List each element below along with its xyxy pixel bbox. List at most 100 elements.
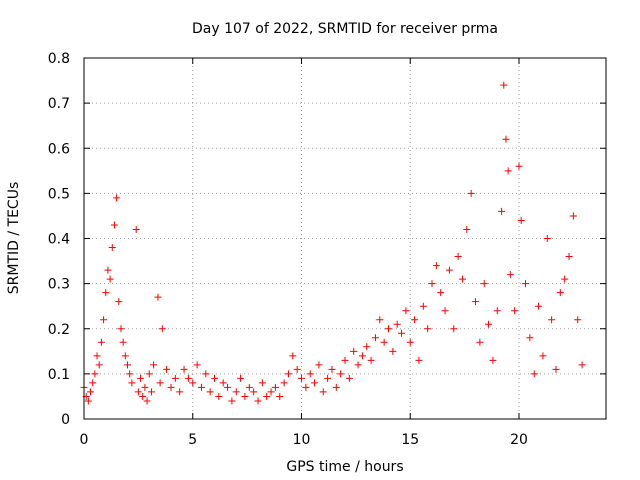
data-point [224, 383, 232, 391]
data-point [110, 221, 118, 229]
data-point [548, 316, 556, 324]
data-point [93, 352, 101, 360]
data-point [102, 289, 110, 297]
data-point [298, 374, 305, 382]
data-point [121, 352, 129, 360]
data-point [385, 325, 392, 333]
y-tick-label: 0.5 [48, 186, 70, 202]
data-point [472, 298, 479, 306]
data-point [289, 352, 297, 360]
data-point [502, 135, 510, 143]
data-points [80, 81, 586, 405]
data-point [276, 392, 284, 400]
data-point [219, 379, 227, 387]
data-point [189, 379, 197, 387]
data-point [522, 280, 530, 288]
data-point [215, 392, 223, 400]
data-point [428, 280, 436, 288]
data-point [398, 329, 406, 337]
data-point [95, 361, 103, 369]
data-point [267, 388, 275, 396]
x-tick-label: 0 [80, 432, 89, 448]
data-point [489, 356, 497, 364]
data-point [411, 316, 419, 324]
data-point [202, 370, 210, 378]
data-point [463, 225, 471, 233]
data-point [535, 302, 543, 310]
data-point [89, 379, 97, 387]
data-point [454, 253, 462, 261]
data-point [376, 316, 384, 324]
data-point [163, 365, 171, 373]
data-point [480, 280, 488, 288]
data-point [345, 374, 353, 382]
data-point [143, 397, 151, 405]
data-point [228, 397, 236, 405]
data-point [132, 225, 140, 233]
data-point [354, 361, 362, 369]
y-tick-label: 0 [61, 412, 70, 428]
data-point [302, 383, 310, 391]
data-point [263, 392, 271, 400]
data-point [126, 370, 134, 378]
data-point [432, 262, 440, 270]
data-point [147, 388, 155, 396]
data-point [445, 266, 453, 274]
data-point [232, 388, 240, 396]
data-point [141, 383, 149, 391]
x-tick-label: 20 [510, 432, 528, 448]
data-point [139, 392, 147, 400]
data-point [100, 316, 108, 324]
x-tick-label: 5 [188, 432, 197, 448]
data-point [530, 370, 538, 378]
data-point [113, 194, 121, 202]
data-point [500, 81, 508, 89]
y-tick-label: 0.8 [48, 51, 70, 67]
data-point [552, 365, 560, 373]
data-point [406, 338, 414, 346]
y-tick-label: 0.4 [48, 232, 70, 248]
data-point [363, 343, 371, 351]
data-point [258, 379, 266, 387]
data-point [119, 338, 127, 346]
data-point [106, 275, 114, 283]
grid-lines [84, 58, 606, 419]
data-point [108, 244, 116, 252]
data-point [134, 388, 142, 396]
y-axis-label: SRMTID / TECUs [6, 182, 22, 295]
data-point [565, 253, 573, 261]
data-point [419, 302, 427, 310]
data-point [180, 365, 188, 373]
data-point [154, 293, 162, 301]
data-point [424, 325, 432, 333]
data-point [578, 361, 586, 369]
x-axis-label: GPS time / hours [286, 459, 403, 475]
data-point [569, 212, 577, 220]
data-point [306, 370, 314, 378]
data-point [184, 374, 192, 382]
data-point [176, 388, 184, 396]
data-point [197, 383, 205, 391]
data-point [324, 374, 332, 382]
data-point [393, 320, 401, 328]
data-point [137, 374, 145, 382]
data-point [167, 383, 175, 391]
data-point [450, 325, 458, 333]
data-point [171, 374, 179, 382]
data-point [315, 361, 323, 369]
data-point [271, 383, 279, 391]
y-tick-labels: 0 0.1 0.2 0.3 0.4 0.5 0.6 0.7 0.8 [48, 51, 70, 428]
data-point [124, 361, 131, 369]
data-point [515, 162, 523, 170]
x-tick-labels: 0 5 10 15 20 [80, 432, 528, 448]
y-tick-label: 0.7 [48, 96, 70, 112]
x-tick-label: 10 [293, 432, 311, 448]
data-point [237, 374, 245, 382]
data-point [84, 397, 92, 405]
data-point [476, 338, 484, 346]
data-point [380, 338, 388, 346]
data-point [319, 388, 327, 396]
data-point [539, 352, 547, 360]
data-point [467, 189, 475, 197]
